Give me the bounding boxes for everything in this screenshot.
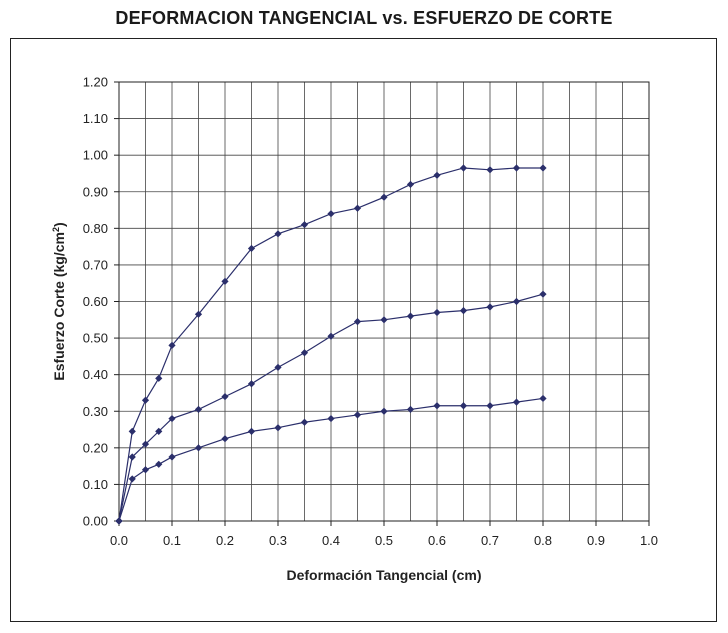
chart-title: DEFORMACION TANGENCIAL vs. ESFUERZO DE C… [115,8,613,28]
y-tick-label: 0.00 [83,514,108,529]
data-point-marker [539,394,547,403]
x-axis-ticks: 0.0 0.1 0.2 0.3 0.4 0.5 0.6 0.7 0.8 0.9 1.0 [110,521,658,548]
data-point-marker [406,405,415,414]
x-tick-label: 0.5 [375,533,393,548]
data-point-marker [300,418,309,426]
x-tick-label: 1.0 [640,533,658,548]
data-point-marker [406,312,415,320]
data-point-marker [221,435,229,443]
y-tick-label: 0.90 [83,184,108,199]
data-point-marker [459,164,468,172]
y-tick-label: 0.30 [83,404,108,419]
data-point-marker [168,414,176,423]
series-1 [115,164,547,525]
series-2 [115,290,547,525]
data-point-marker [327,210,335,218]
data-point-marker [128,453,136,461]
y-axis-ticks: 0.00 0.10 0.20 0.30 0.40 0.50 0.60 0.70 0.80 0.90… [83,75,119,529]
data-point-marker [155,460,163,468]
data-point-marker [300,221,309,229]
data-point-marker [155,427,163,435]
x-tick-label: 0.7 [481,533,499,548]
data-point-marker [274,424,282,432]
data-point-marker [380,193,388,201]
x-tick-label: 0.3 [269,533,287,548]
data-point-marker [512,398,521,406]
data-point-marker [433,402,441,410]
data-point-marker [406,180,415,189]
x-tick-label: 0.1 [163,533,181,548]
chart-frame [10,38,717,622]
data-point-marker [486,402,494,410]
data-point-marker [141,396,150,404]
data-point-marker [353,411,362,419]
y-tick-label: 1.10 [83,111,108,126]
data-point-marker [194,444,203,452]
y-tick-label: 0.70 [83,257,108,272]
y-tick-label: 0.80 [83,221,108,236]
data-point-marker [353,204,362,212]
data-point-marker [247,244,256,253]
data-point-marker [141,466,150,474]
data-point-marker [433,171,441,179]
x-tick-label: 0.4 [322,533,340,548]
data-point-marker [221,277,229,285]
data-point-marker [380,316,388,324]
data-point-marker [459,307,468,315]
data-point-marker [141,440,150,448]
x-tick-label: 0.9 [587,533,605,548]
data-point-marker [221,393,229,401]
data-point-marker [128,475,136,483]
data-point-marker [353,318,362,326]
data-point-marker [274,230,282,238]
y-tick-label: 1.00 [83,148,108,163]
data-point-marker [247,380,256,388]
y-tick-label: 0.20 [83,440,108,455]
y-axis-label: Esfuerzo Corte (kg/cm2) [51,222,67,380]
data-point-marker [539,290,547,298]
x-tick-label: 0.6 [428,533,446,548]
y-axis-label-main: Esfuerzo Corte (kg/cm [51,232,67,381]
x-axis-label: Deformación Tangencial (cm) [286,567,481,583]
data-point-marker [247,427,256,435]
y-tick-label: 0.50 [83,331,108,346]
x-tick-label: 0.0 [110,533,128,548]
data-point-marker [512,297,521,306]
data-point-marker [115,517,123,525]
data-point-marker [512,164,521,172]
data-point-marker [433,308,441,317]
data-point-marker [486,303,494,311]
data-point-marker [274,363,282,371]
grid [118,81,650,522]
data-point-marker [539,164,547,172]
data-point-marker [459,402,468,410]
data-point-marker [327,414,335,423]
data-point-marker [486,166,494,174]
data-point-marker [128,427,136,435]
x-tick-label: 0.8 [534,533,552,548]
data-point-marker [194,405,203,414]
data-point-marker [194,310,203,318]
y-tick-label: 0.10 [83,477,108,492]
series-3 [115,394,547,525]
y-axis-label-sup: 2 [51,227,61,232]
data-point-marker [327,332,335,340]
data-point-marker [155,374,163,382]
y-tick-label: 0.60 [83,294,108,309]
y-tick-label: 0.40 [83,367,108,382]
data-point-marker [380,407,388,415]
data-point-marker [168,341,176,349]
data-point-marker [168,453,176,461]
x-tick-label: 0.2 [216,533,234,548]
y-axis-label-end: ) [51,222,67,227]
y-tick-label: 1.20 [83,75,108,90]
series-group [115,164,547,525]
data-point-marker [300,349,309,357]
